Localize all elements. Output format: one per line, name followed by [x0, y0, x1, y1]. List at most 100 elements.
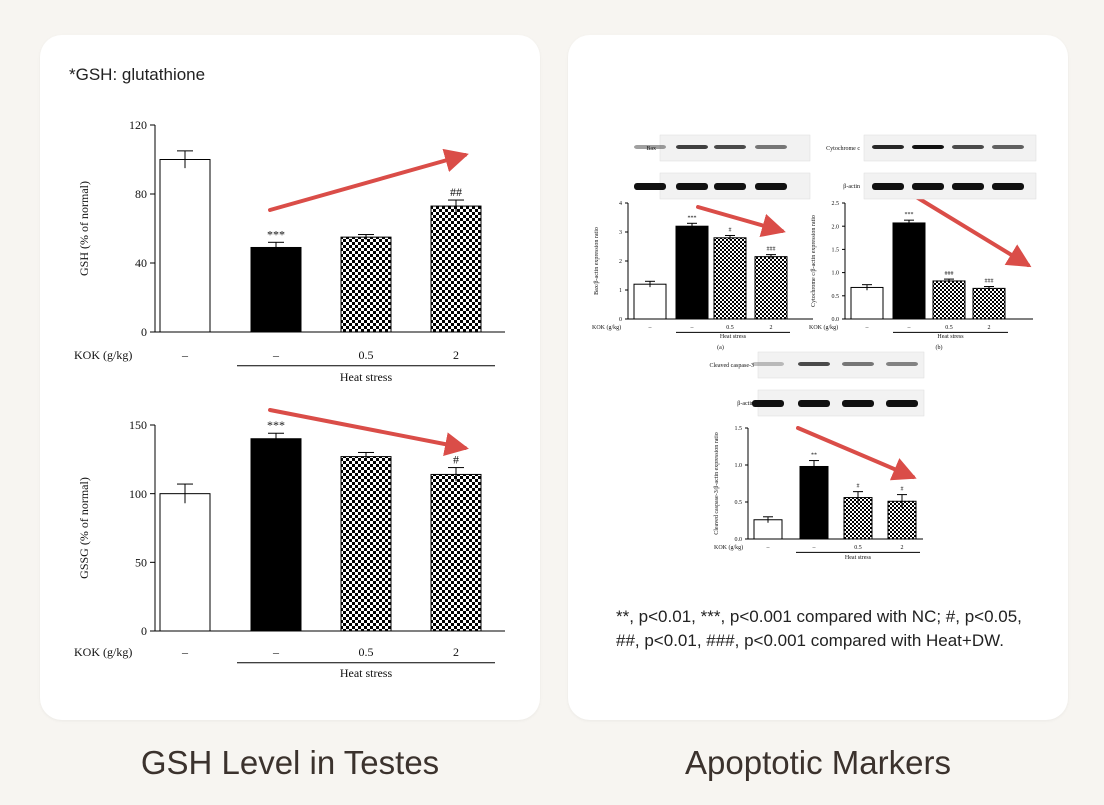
bax-significance-label: ***	[688, 215, 697, 221]
gsh-charts: 0 40 80 120 GSH (% of normal) – *** – 0.5 ## 2 KOK …	[74, 118, 505, 680]
bax-y-tick-label: 1	[619, 288, 622, 294]
bax-heat-stress-label: Heat stress	[720, 334, 747, 340]
casp3-blot-band	[886, 400, 918, 407]
casp3-significance-label: #	[857, 484, 860, 490]
bax-blot-band	[714, 145, 746, 149]
gsh-kok-label: KOK (g/kg)	[74, 348, 132, 362]
gssg-bar	[159, 493, 211, 632]
gssg-y-tick-label: 0	[141, 624, 147, 638]
gsh-category-label: –	[181, 348, 189, 362]
cytc-significance-label: ###	[985, 279, 994, 285]
gsh-y-tick-label: 40	[135, 256, 147, 270]
bax-bar	[675, 225, 709, 320]
gsh-note: *GSH: glutathione	[69, 65, 206, 84]
bax-western-blot: Baxβ-actin	[634, 134, 811, 200]
gssg-bar	[430, 473, 482, 632]
bax-y-axis-label: Bax/β-actin expression ratio	[594, 227, 600, 295]
bax-blot-band	[755, 183, 787, 190]
apoptotic-charts: 0 1 2 3 4 Bax/β-actin expression ratio – *** – #0…	[592, 134, 1037, 561]
casp3-western-blot: Cleaved caspase-3 β-actin	[710, 351, 925, 417]
cytc-blot-band	[912, 183, 944, 190]
casp3-blot-label: Cleaved caspase-3	[710, 363, 754, 369]
bax-blot-band	[755, 145, 787, 149]
bax-category-label: –	[648, 325, 653, 331]
gsh-y-tick-label: 0	[141, 325, 147, 339]
cytc-blot-band	[992, 183, 1024, 190]
cytc-y-tick-label: 0.0	[832, 317, 840, 323]
cytc-y-tick-label: 1.0	[832, 271, 840, 277]
cytc-blot-band	[872, 183, 904, 190]
gsh-bar	[159, 159, 211, 333]
bax-bar	[713, 237, 747, 320]
casp3-blot-strip	[757, 351, 925, 379]
casp3-kok-label: KOK (g/kg)	[714, 544, 743, 551]
cytc-chart: 0.0 0.5 1.0 1.5 2.0 2.5 Cytochrome c/β-actin e…	[809, 193, 1033, 351]
bax-bar	[754, 256, 788, 320]
cytc-blot-label: Cytochrome c	[826, 146, 860, 152]
apoptotic-caption: Apoptotic Markers	[685, 744, 951, 781]
bax-panel-label: (a)	[717, 344, 724, 351]
gsh-category-label: –	[272, 348, 280, 362]
bax-kok-label: KOK (g/kg)	[592, 324, 621, 331]
cytc-y-tick-label: 2.0	[832, 224, 840, 230]
gsh-heat-stress-label: Heat stress	[340, 370, 393, 384]
casp3-category-label: –	[766, 545, 771, 551]
gssg-y-tick-label: 50	[135, 556, 147, 570]
cytc-heat-stress-label: Heat stress	[937, 334, 964, 340]
cytc-y-axis-label: Cytochrome c/β-actin expression ratio	[811, 215, 817, 307]
casp3-blot-band	[752, 400, 784, 407]
bax-category-label: –	[690, 325, 695, 331]
gsh-category-label: 0.5	[359, 348, 374, 362]
gsh-chart: 0 40 80 120 GSH (% of normal) – *** – 0.5 ## 2 KOK …	[74, 118, 505, 384]
cytc-kok-label: KOK (g/kg)	[809, 324, 838, 331]
cytc-y-tick-label: 2.5	[832, 201, 840, 207]
casp3-bar	[799, 465, 829, 540]
casp3-chart: 0.0 0.5 1.0 1.5 Cleaved caspase-3/β-actin ex…	[714, 426, 923, 561]
gsh-significance-label: ***	[267, 227, 285, 241]
bax-blot-band	[634, 183, 666, 190]
significance-footnote: **, p<0.01, ***, p<0.001 compared with N…	[616, 607, 1022, 650]
cytc-blot-label: β-actin	[843, 184, 860, 190]
bax-trend-arrow	[696, 205, 786, 238]
cytc-blot-band	[912, 145, 944, 149]
bax-blot-label: Bax	[646, 146, 656, 152]
casp3-blot-band	[752, 362, 784, 366]
bax-significance-label: ###	[767, 247, 776, 253]
casp3-y-tick-label: 1.5	[735, 426, 743, 432]
bax-y-tick-label: 4	[619, 201, 622, 207]
casp3-bar	[843, 497, 873, 540]
cytc-bar	[932, 280, 966, 320]
bax-category-label: 2	[770, 325, 773, 331]
cytc-category-label: –	[865, 325, 870, 331]
cytc-category-label: –	[907, 325, 912, 331]
casp3-blot-band	[842, 362, 874, 366]
cytc-category-label: 2	[988, 325, 991, 331]
gssg-category-label: –	[181, 645, 189, 659]
bax-y-tick-label: 3	[619, 230, 622, 236]
bax-chart: 0 1 2 3 4 Bax/β-actin expression ratio – *** – #0…	[592, 201, 813, 351]
cytc-western-blot: Cytochrome c β-actin	[826, 134, 1037, 200]
gsh-card: *GSH: glutathione 0 40 80 120 GSH (% of norm…	[40, 35, 540, 720]
bax-significance-label: #	[729, 227, 732, 233]
bax-bar	[633, 283, 667, 320]
cytc-significance-label: ###	[945, 271, 954, 277]
cytc-significance-label: ***	[905, 212, 914, 218]
gssg-category-label: 2	[453, 645, 459, 659]
gssg-bar	[340, 456, 392, 632]
casp3-heat-stress-label: Heat stress	[845, 555, 872, 561]
casp3-category-label: 2	[901, 545, 904, 551]
gssg-bar	[250, 438, 302, 632]
gssg-chart: 0 50 100 150 GSSG (% of normal) – *** – 0.5 #2 KOK…	[74, 408, 505, 680]
gsh-significance-label: ##	[450, 185, 462, 199]
gsh-y-tick-label: 120	[129, 118, 147, 132]
casp3-category-label: –	[812, 545, 817, 551]
gsh-y-axis-label: GSH (% of normal)	[77, 181, 91, 276]
cytc-trend-arrow	[911, 193, 1032, 268]
casp3-blot-label: β-actin	[737, 401, 754, 407]
gssg-category-label: 0.5	[359, 645, 374, 659]
bax-category-label: 0.5	[726, 325, 734, 331]
apoptotic-card: 0 1 2 3 4 Bax/β-actin expression ratio – *** – #0…	[568, 35, 1068, 720]
gsh-bar	[430, 205, 482, 333]
casp3-y-tick-label: 1.0	[735, 463, 743, 469]
gsh-y-tick-label: 80	[135, 187, 147, 201]
